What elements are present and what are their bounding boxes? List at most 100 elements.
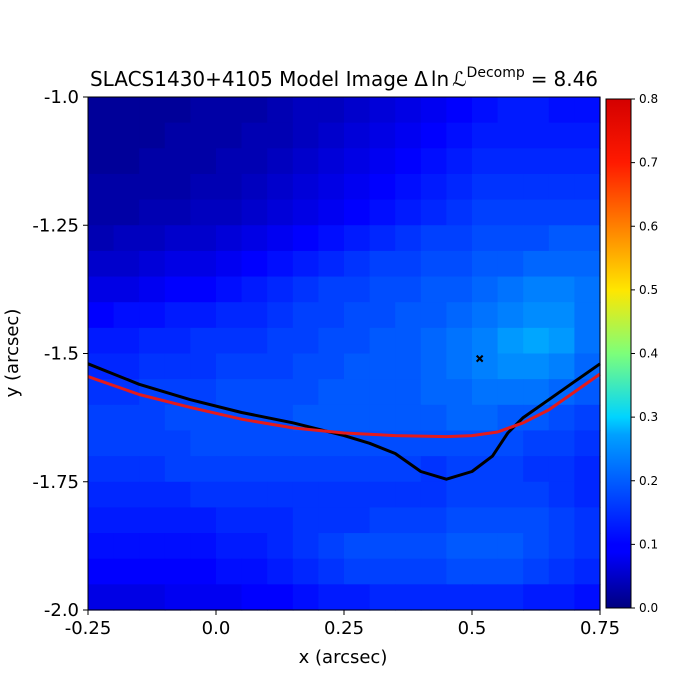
y-tick-label: -2.0 bbox=[44, 600, 79, 621]
heatmap-cell bbox=[139, 327, 166, 355]
heatmap-cell bbox=[446, 327, 473, 355]
heatmap-cell bbox=[139, 173, 166, 201]
heatmap-cell bbox=[574, 584, 601, 611]
heatmap-cell bbox=[113, 507, 140, 534]
heatmap-cell bbox=[344, 533, 371, 560]
heatmap-cell bbox=[318, 558, 345, 585]
heatmap-cell bbox=[497, 379, 524, 406]
heatmap-cell bbox=[369, 199, 396, 226]
heatmap-cell bbox=[497, 148, 524, 175]
heatmap-cell bbox=[139, 250, 166, 278]
heatmap-cell bbox=[267, 456, 294, 483]
heatmap-cell bbox=[574, 250, 601, 278]
heatmap-cell bbox=[420, 148, 447, 175]
heatmap-cell bbox=[139, 404, 166, 432]
y-axis-label: y (arcsec) bbox=[2, 309, 23, 398]
heatmap-cell bbox=[113, 148, 140, 175]
heatmap-cell bbox=[446, 199, 473, 226]
heatmap-cell bbox=[216, 456, 243, 483]
heatmap-cell bbox=[113, 97, 140, 124]
heatmap-cell bbox=[292, 250, 319, 278]
title-superscript: Decomp bbox=[467, 65, 525, 81]
heatmap-cell bbox=[523, 122, 550, 149]
heatmap-cell bbox=[472, 353, 499, 380]
heatmap-cell bbox=[292, 584, 319, 611]
heatmap-cell bbox=[420, 327, 447, 355]
heatmap-cell bbox=[292, 327, 319, 355]
heatmap-cell bbox=[241, 225, 268, 252]
heatmap-cell bbox=[548, 173, 575, 201]
heatmap-cell bbox=[88, 302, 115, 329]
heatmap-cell bbox=[113, 250, 140, 278]
heatmap-cell bbox=[472, 584, 499, 611]
heatmap-cell bbox=[292, 97, 319, 124]
heatmap-cell bbox=[88, 327, 115, 355]
heatmap-cell bbox=[344, 276, 371, 303]
heatmap-cell bbox=[88, 584, 115, 611]
heatmap-cell bbox=[574, 276, 601, 303]
heatmap-cell bbox=[88, 558, 115, 585]
heatmap-cell bbox=[369, 507, 396, 534]
heatmap-cell bbox=[216, 430, 243, 457]
heatmap-cell bbox=[548, 302, 575, 329]
heatmap-cell bbox=[190, 584, 217, 611]
heatmap-cell bbox=[395, 276, 422, 303]
heatmap-cell bbox=[523, 225, 550, 252]
heatmap-cell bbox=[139, 97, 166, 124]
heatmap-cell bbox=[241, 173, 268, 201]
heatmap-cell bbox=[88, 481, 115, 508]
heatmap-cell bbox=[523, 558, 550, 585]
heatmap-cell bbox=[88, 122, 115, 149]
heatmap-cell bbox=[139, 533, 166, 560]
heatmap-cell bbox=[113, 558, 140, 585]
heatmap-cell bbox=[523, 481, 550, 508]
heatmap-cell bbox=[446, 122, 473, 149]
heatmap-cell bbox=[497, 122, 524, 149]
heatmap-cell bbox=[292, 225, 319, 252]
heatmap-cell bbox=[88, 456, 115, 483]
heatmap-cell bbox=[548, 353, 575, 380]
title-script-l: ℒ bbox=[452, 67, 466, 91]
heatmap-cell bbox=[216, 533, 243, 560]
heatmap-cell bbox=[241, 481, 268, 508]
heatmap-cell bbox=[548, 199, 575, 226]
heatmap-cell bbox=[548, 558, 575, 585]
heatmap-cell bbox=[369, 379, 396, 406]
heatmap-cell bbox=[318, 481, 345, 508]
heatmap-cell bbox=[241, 302, 268, 329]
heatmap-cell bbox=[216, 122, 243, 149]
heatmap-cell bbox=[420, 558, 447, 585]
x-tick-label: 0.5 bbox=[458, 618, 487, 639]
heatmap-cell bbox=[113, 276, 140, 303]
heatmap-cell bbox=[267, 507, 294, 534]
colorbar-tick-label: 0.3 bbox=[639, 410, 658, 424]
heatmap-cell bbox=[113, 430, 140, 457]
heatmap-cell bbox=[190, 122, 217, 149]
heatmap-cell bbox=[497, 507, 524, 534]
heatmap-cell bbox=[216, 302, 243, 329]
heatmap-cell bbox=[216, 481, 243, 508]
heatmap-cell bbox=[164, 250, 191, 278]
title-delta: Δ bbox=[414, 67, 428, 91]
heatmap-cell bbox=[164, 481, 191, 508]
heatmap-cell bbox=[548, 507, 575, 534]
heatmap-cell bbox=[216, 276, 243, 303]
heatmap-cell bbox=[190, 507, 217, 534]
heatmap-cell bbox=[344, 404, 371, 432]
heatmap-cell bbox=[139, 302, 166, 329]
heatmap-cell bbox=[190, 148, 217, 175]
heatmap-cell bbox=[267, 97, 294, 124]
heatmap-cell bbox=[241, 276, 268, 303]
colorbar-tick-label: 0.2 bbox=[639, 474, 658, 488]
heatmap-cell bbox=[216, 97, 243, 124]
heatmap-cell bbox=[318, 404, 345, 432]
heatmap-cell bbox=[164, 199, 191, 226]
heatmap-cell bbox=[318, 97, 345, 124]
heatmap-cell bbox=[548, 122, 575, 149]
y-tick-label: -1.5 bbox=[44, 344, 79, 365]
heatmap-cell bbox=[472, 173, 499, 201]
curves-layer bbox=[87, 362, 601, 481]
heatmap-cell bbox=[190, 456, 217, 483]
heatmap-cell bbox=[472, 276, 499, 303]
heatmap-cell bbox=[574, 533, 601, 560]
